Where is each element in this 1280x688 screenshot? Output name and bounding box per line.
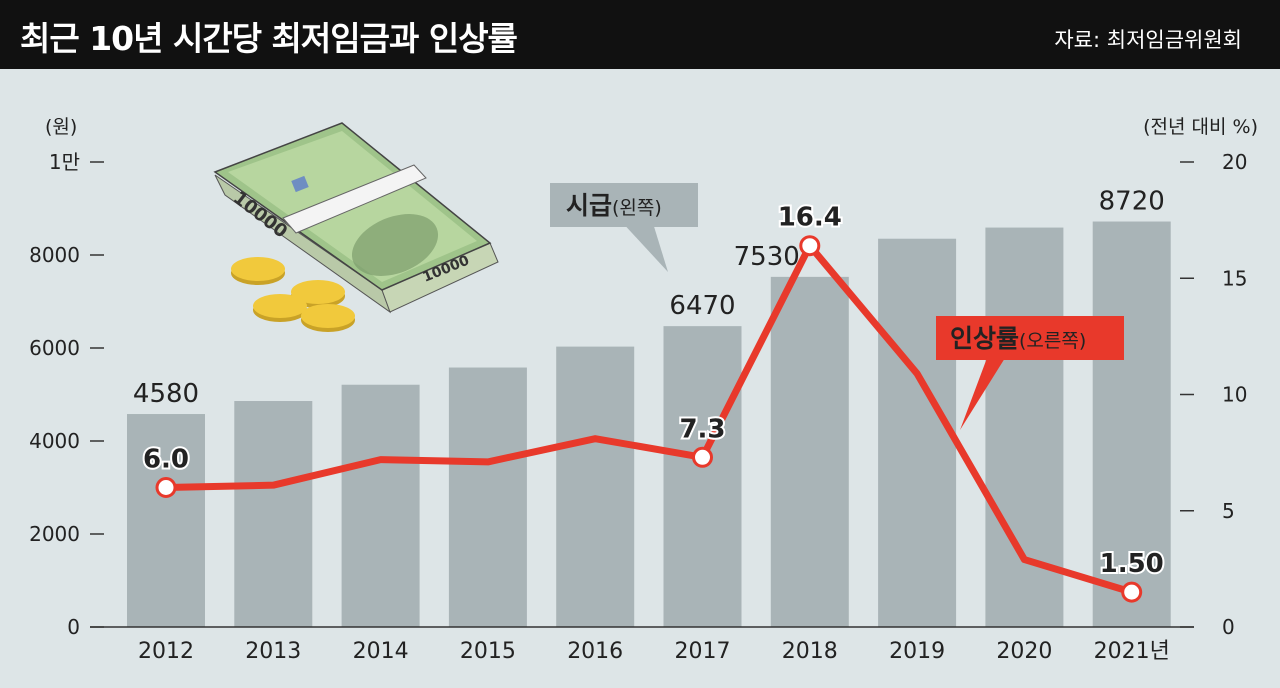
x-tick-label: 2020 <box>996 639 1052 664</box>
line-legend-label: 인상률(오른쪽) <box>950 324 1086 353</box>
bar-legend-box <box>550 183 698 227</box>
left-tick-label: 8000 <box>29 243 80 267</box>
bar-2016 <box>556 346 635 627</box>
line-marker <box>155 477 177 498</box>
bar-value-label: 7530 <box>734 242 800 272</box>
left-axis-unit: (원) <box>45 116 77 138</box>
line-value-label: 1.50 <box>1100 549 1164 579</box>
plot-area: (원) 0 2000 4000 6000 8000 1만 (전년 대비 %) 0 5 10 15 20 4… <box>29 116 1258 664</box>
right-tick-label: 20 <box>1222 150 1247 174</box>
right-tick-label: 5 <box>1222 499 1235 523</box>
chart-title: 최근 10년 시간당 최저임금과 인상률 <box>20 19 518 58</box>
left-tick-label: 4000 <box>29 429 80 453</box>
bar-2014 <box>341 384 420 627</box>
line-legend-box <box>936 316 1124 360</box>
left-tick-label: 2000 <box>29 522 80 546</box>
bar-2013 <box>234 401 313 627</box>
right-tick-label: 15 <box>1222 266 1247 290</box>
x-tick-label: 2014 <box>353 639 409 664</box>
money-illustration: 10000 10000 <box>213 122 499 332</box>
line-value-label: 7.3 <box>679 414 725 444</box>
x-tick-label: 2021년 <box>1094 639 1170 664</box>
line-marker <box>692 446 713 468</box>
bar-legend-label: 시급(왼쪽) <box>566 191 662 220</box>
right-tick-label: 10 <box>1222 383 1247 407</box>
bar-2017 <box>663 326 742 627</box>
bar-callout-pointer <box>620 220 668 272</box>
left-tick-label: 6000 <box>29 336 80 360</box>
x-tick-label: 2018 <box>782 639 838 664</box>
bar-value-label: 8720 <box>1099 187 1165 217</box>
line-marker <box>1121 581 1143 603</box>
left-tick-label: 1만 <box>49 150 80 174</box>
line-marker <box>799 235 821 257</box>
line-callout-pointer <box>960 350 1010 430</box>
line-value-label: 16.4 <box>778 203 842 233</box>
chart-header: 최근 10년 시간당 최저임금과 인상률 자료: 최저임금위원회 <box>0 0 1280 69</box>
right-axis-unit: (전년 대비 %) <box>1143 116 1258 138</box>
line-value-label: 6.0 <box>143 445 189 475</box>
bar-2015 <box>448 367 527 627</box>
bar-value-label: 4580 <box>133 379 199 409</box>
left-tick-label: 0 <box>67 615 80 639</box>
chart-source: 자료: 최저임금위원회 <box>1054 28 1242 52</box>
bar-2012 <box>127 414 205 627</box>
x-tick-label: 2019 <box>889 639 945 664</box>
bar-2018 <box>770 276 849 627</box>
x-tick-label: 2017 <box>675 639 731 664</box>
bar-2019 <box>878 238 957 627</box>
x-tick-label: 2015 <box>460 639 516 664</box>
x-tick-label: 2016 <box>567 639 623 664</box>
line-rate <box>165 242 1133 596</box>
x-tick-label: 2013 <box>245 639 301 664</box>
x-tick-label: 2012 <box>138 639 194 664</box>
bar-value-label: 6470 <box>669 291 735 321</box>
bar-2021년 <box>1092 221 1171 627</box>
right-tick-label: 0 <box>1222 615 1235 639</box>
